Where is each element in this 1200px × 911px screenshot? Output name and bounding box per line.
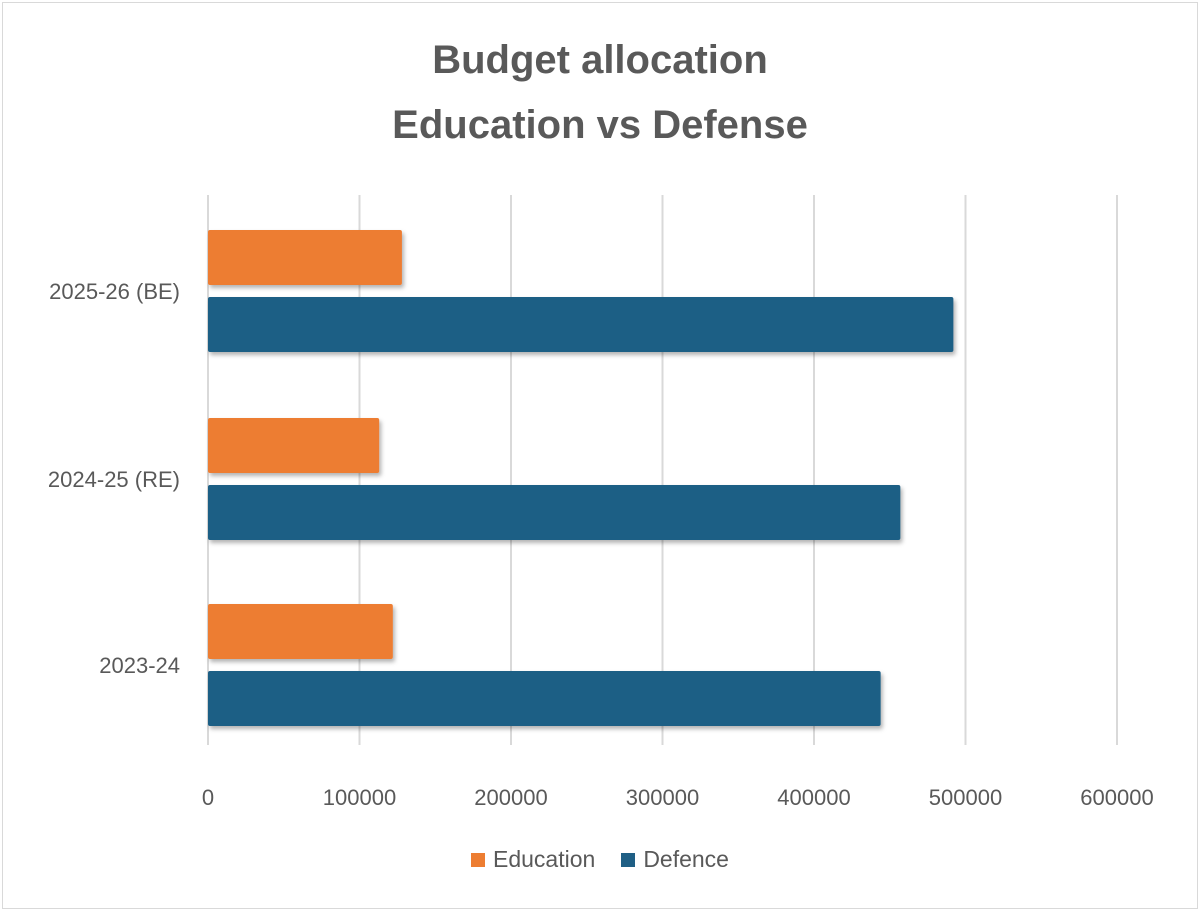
y-category-label: 2025-26 (BE) (49, 279, 180, 304)
legend-item-defence: Defence (621, 846, 729, 873)
x-tick-label: 600000 (1080, 785, 1153, 810)
bar-education-2 (208, 604, 393, 659)
x-tick-label: 500000 (929, 785, 1002, 810)
legend-label-defence: Defence (643, 846, 729, 872)
legend-item-education: Education (471, 846, 595, 873)
education-swatch (471, 852, 485, 867)
legend: Education Defence (0, 846, 1200, 873)
bar-education-0 (208, 230, 402, 285)
chart-title-line-2: Education vs Defense (392, 103, 808, 147)
bar-defence-0 (208, 297, 954, 352)
x-tick-label: 0 (202, 785, 214, 810)
legend-label-education: Education (493, 846, 596, 872)
defence-swatch (621, 852, 636, 867)
chart-title-line-1: Budget allocation (432, 38, 768, 82)
y-category-label: 2024-25 (RE) (48, 467, 180, 492)
bar-education-1 (208, 418, 380, 473)
x-tick-label: 400000 (777, 785, 850, 810)
x-tick-label: 100000 (323, 785, 396, 810)
bar-defence-2 (208, 671, 881, 726)
bar-defence-1 (208, 485, 901, 540)
x-tick-label: 200000 (474, 785, 547, 810)
x-tick-label: 300000 (626, 785, 699, 810)
y-category-label: 2023-24 (99, 653, 180, 678)
